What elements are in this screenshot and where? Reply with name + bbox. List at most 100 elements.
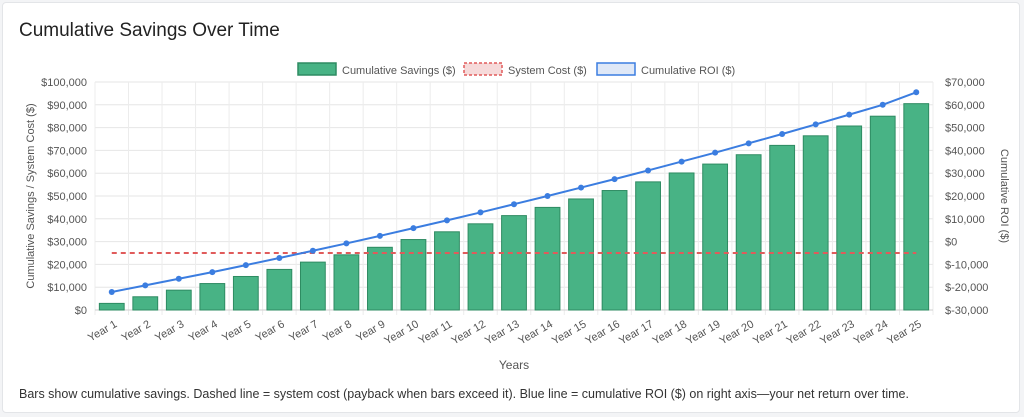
savings-bar — [266, 268, 293, 311]
y-tick-label: $90,000 — [47, 100, 87, 112]
y2-tick-label: $10,000 — [945, 214, 985, 226]
x-tick-label: Year 20 — [718, 318, 757, 347]
roi-point — [544, 193, 551, 199]
y2-tick-label: $-10,000 — [945, 259, 988, 271]
x-tick-label: Year 14 — [517, 318, 556, 347]
savings-bar — [836, 125, 863, 311]
y-tick-label: $80,000 — [47, 123, 87, 135]
y2-axis-title: Cumulative ROI ($) — [998, 149, 1010, 243]
x-tick-label: Year 23 — [818, 318, 857, 347]
roi-point — [309, 247, 316, 254]
y2-tick-label: $20,000 — [945, 191, 985, 203]
x-tick-label: Year 8 — [321, 318, 354, 344]
roi-point — [846, 111, 853, 118]
roi-point — [108, 288, 115, 295]
x-tick-label: Year 22 — [785, 318, 824, 347]
savings-bar — [132, 296, 159, 311]
roi-point — [511, 201, 517, 208]
x-tick-label: Year 3 — [153, 318, 186, 344]
y-tick-label: $60,000 — [47, 168, 87, 180]
roi-point — [678, 158, 685, 165]
savings-bar — [501, 215, 527, 311]
roi-point — [343, 240, 350, 247]
savings-bar — [467, 223, 494, 311]
savings-chart: $0 $-30,000 $10,000 $-20,000 $20,000 $-10,000… — [25, 62, 1010, 372]
roi-point — [175, 275, 182, 282]
y-tick-label: $100,000 — [41, 77, 87, 89]
x-tick-label: Year 12 — [449, 318, 488, 347]
y-tick-label: $30,000 — [47, 237, 87, 249]
y-tick-label: $70,000 — [47, 145, 87, 157]
savings-bar — [199, 283, 226, 311]
savings-bar — [802, 135, 829, 311]
x-tick-label: Year 1 — [86, 318, 119, 344]
savings-bar — [869, 115, 896, 311]
roi-point — [645, 167, 652, 174]
savings-bar — [299, 261, 326, 311]
x-tick-label: Year 4 — [187, 318, 220, 344]
x-tick-label: Year 16 — [584, 318, 623, 347]
legend-label: System Cost ($) — [508, 65, 587, 77]
savings-bar — [98, 302, 125, 311]
y-tick-label: $20,000 — [47, 259, 87, 271]
y2-tick-label: $60,000 — [945, 100, 985, 112]
savings-bar — [367, 246, 393, 311]
x-tick-label: Year 2 — [120, 318, 153, 344]
y-tick-label: $40,000 — [47, 214, 87, 226]
x-tick-label: Year 25 — [885, 318, 924, 347]
legend-label: Cumulative Savings ($) — [342, 65, 456, 77]
savings-bar — [232, 275, 259, 311]
roi-point — [745, 140, 752, 147]
y2-tick-label: $30,000 — [945, 168, 985, 180]
roi-point — [209, 269, 216, 276]
roi-point — [142, 282, 149, 289]
savings-bar — [769, 144, 796, 311]
y2-tick-label: $40,000 — [945, 145, 985, 157]
legend-swatch — [596, 62, 636, 76]
savings-bar — [434, 231, 460, 311]
roi-point — [611, 176, 618, 183]
legend-swatch — [297, 62, 337, 76]
x-tick-label: Year 17 — [617, 318, 656, 347]
x-tick-label: Year 10 — [382, 318, 421, 347]
roi-point — [779, 130, 786, 137]
roi-point — [578, 184, 585, 191]
x-tick-label: Year 13 — [483, 318, 522, 347]
x-tick-label: Year 19 — [684, 318, 723, 347]
x-tick-label: Year 24 — [852, 318, 891, 347]
savings-bar — [702, 163, 729, 311]
chart-caption: Bars show cumulative savings. Dashed lin… — [19, 387, 909, 401]
savings-bar — [635, 181, 661, 311]
y-axis-title: Cumulative Savings / System Cost ($) — [25, 103, 37, 288]
roi-point — [712, 149, 719, 156]
roi-point — [812, 121, 819, 128]
roi-point — [410, 225, 417, 232]
roi-point — [477, 209, 484, 216]
legend-label: Cumulative ROI ($) — [641, 65, 735, 77]
savings-bar — [668, 172, 695, 311]
y-tick-label: $0 — [75, 305, 87, 317]
roi-point — [376, 232, 383, 239]
savings-bar — [568, 198, 594, 311]
x-tick-label: Year 6 — [254, 318, 287, 344]
y-tick-label: $50,000 — [47, 191, 87, 203]
chart-card: Cumulative Savings Over Time $0 $-30,000 $… — [2, 2, 1020, 413]
roi-point — [276, 255, 283, 262]
x-tick-label: Year 15 — [550, 318, 589, 347]
y2-tick-label: $-30,000 — [945, 305, 988, 317]
y2-tick-label: $70,000 — [945, 77, 985, 89]
y2-tick-label: $-20,000 — [945, 282, 988, 294]
savings-bar — [333, 254, 360, 311]
y-tick-label: $10,000 — [47, 282, 87, 294]
card-title: Cumulative Savings Over Time — [19, 20, 280, 41]
roi-point — [443, 217, 450, 224]
x-tick-label: Year 11 — [417, 318, 455, 347]
roi-point — [913, 89, 920, 96]
savings-bar — [400, 239, 427, 311]
x-tick-label: Year 7 — [287, 318, 320, 344]
roi-point — [879, 101, 886, 108]
x-axis-title: Years — [499, 358, 529, 372]
roi-point — [242, 262, 249, 269]
legend-swatch — [463, 62, 503, 76]
x-tick-label: Year 18 — [651, 318, 690, 347]
